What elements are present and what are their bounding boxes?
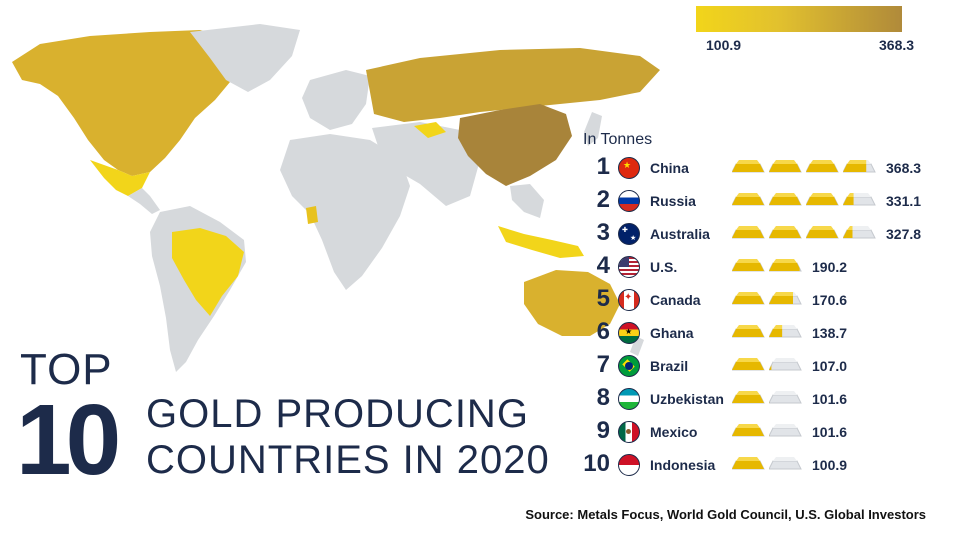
source-note: Source: Metals Focus, World Gold Council… bbox=[525, 507, 926, 522]
country-name: Uzbekistan bbox=[650, 391, 724, 407]
map-southeast-asia bbox=[510, 184, 544, 218]
flag-icon: ✚ ★ bbox=[618, 223, 640, 245]
gold-bar-icon bbox=[732, 358, 765, 371]
gold-bar-icon bbox=[843, 160, 876, 173]
rank-number: 5 bbox=[596, 285, 610, 312]
flag-icon bbox=[618, 355, 640, 377]
value-label: 100.9 bbox=[812, 457, 848, 473]
gold-bar-icon bbox=[769, 391, 802, 404]
value-label: 107.0 bbox=[812, 358, 848, 374]
map-europe bbox=[302, 70, 370, 130]
gold-bar-icon bbox=[769, 259, 802, 272]
map-china bbox=[458, 104, 572, 186]
map-africa bbox=[280, 134, 410, 290]
map-indonesia bbox=[498, 226, 584, 258]
gold-bar-icon bbox=[843, 226, 876, 239]
legend-max-label: 368.3 bbox=[879, 37, 915, 53]
gold-bar-icon bbox=[806, 160, 839, 173]
source-text: Metals Focus, World Gold Council, U.S. G… bbox=[577, 507, 926, 522]
map-russia bbox=[366, 48, 660, 122]
rank-number: 3 bbox=[596, 219, 610, 246]
gold-bar-icon bbox=[769, 226, 802, 239]
map-north-america bbox=[12, 30, 240, 176]
flag-icon bbox=[618, 190, 640, 212]
rank-number: 6 bbox=[596, 318, 610, 345]
legend-min-label: 100.9 bbox=[706, 37, 742, 53]
gold-bar-icon bbox=[806, 226, 839, 239]
rank-number: 10 bbox=[583, 450, 610, 477]
value-label: 101.6 bbox=[812, 424, 848, 440]
map-mexico bbox=[90, 160, 150, 196]
gold-bar-icon bbox=[732, 193, 765, 206]
map-new-zealand bbox=[630, 336, 644, 356]
map-ghana bbox=[306, 206, 318, 224]
map-uzbekistan bbox=[414, 122, 446, 138]
gold-bar-icon bbox=[732, 292, 765, 305]
gold-bar-icon bbox=[732, 325, 765, 338]
map-greenland bbox=[190, 24, 300, 92]
gold-bar-icon bbox=[769, 160, 802, 173]
gold-bar-icon bbox=[769, 292, 802, 305]
value-label: 138.7 bbox=[812, 325, 848, 341]
gold-bar-icon bbox=[843, 193, 876, 206]
country-name: Russia bbox=[650, 193, 696, 209]
flag-icon: ✦ bbox=[618, 289, 640, 311]
country-name: Australia bbox=[650, 226, 710, 242]
value-label: 190.2 bbox=[812, 259, 848, 275]
gold-bar-icon bbox=[732, 160, 765, 173]
map-middle-east bbox=[372, 122, 480, 206]
gold-bar-icon bbox=[769, 193, 802, 206]
color-scale-legend bbox=[696, 6, 902, 32]
title-line1: GOLD PRODUCING bbox=[146, 392, 529, 436]
gold-bar-icon bbox=[732, 457, 765, 470]
gold-bar-icon bbox=[806, 193, 839, 206]
flag-icon bbox=[618, 421, 640, 443]
country-name: Indonesia bbox=[650, 457, 716, 473]
gold-bar-icon bbox=[769, 424, 802, 437]
flag-icon: ★ bbox=[618, 322, 640, 344]
value-label: 327.8 bbox=[886, 226, 922, 242]
gold-bar-icon bbox=[732, 391, 765, 404]
country-name: China bbox=[650, 160, 689, 176]
rank-number: 2 bbox=[596, 186, 610, 213]
flag-icon bbox=[618, 454, 640, 476]
gold-bar-icon bbox=[769, 325, 802, 338]
value-label: 331.1 bbox=[886, 193, 922, 209]
rank-number: 9 bbox=[596, 417, 610, 444]
gold-bar-icon bbox=[769, 358, 802, 371]
rank-number: 8 bbox=[596, 384, 610, 411]
rank-number: 4 bbox=[596, 252, 610, 279]
flag-icon bbox=[618, 388, 640, 410]
country-name: U.S. bbox=[650, 259, 678, 275]
map-brazil bbox=[172, 228, 244, 316]
value-label: 170.6 bbox=[812, 292, 848, 308]
value-label: 101.6 bbox=[812, 391, 848, 407]
map-central-america bbox=[128, 188, 160, 214]
flag-icon: ★ bbox=[618, 157, 640, 179]
rank-number: 7 bbox=[596, 351, 610, 378]
gold-bar-icon bbox=[732, 424, 765, 437]
rank-number: 1 bbox=[596, 153, 610, 180]
country-name: Canada bbox=[650, 292, 701, 308]
map-australia bbox=[524, 270, 620, 336]
flag-icon bbox=[618, 256, 640, 278]
country-name: Mexico bbox=[650, 424, 698, 440]
gold-bar-icon bbox=[732, 226, 765, 239]
country-name: Brazil bbox=[650, 358, 689, 374]
title-top: TOP bbox=[20, 345, 113, 394]
source-label: Source: bbox=[525, 507, 574, 522]
gold-bar-icon bbox=[769, 457, 802, 470]
gold-bar-icon bbox=[732, 259, 765, 272]
country-name: Ghana bbox=[650, 325, 694, 341]
title-number: 10 bbox=[16, 384, 121, 496]
value-label: 368.3 bbox=[886, 160, 922, 176]
unit-label: In Tonnes bbox=[583, 131, 653, 148]
map-japan bbox=[584, 112, 602, 146]
title-line2: COUNTRIES IN 2020 bbox=[146, 438, 550, 482]
